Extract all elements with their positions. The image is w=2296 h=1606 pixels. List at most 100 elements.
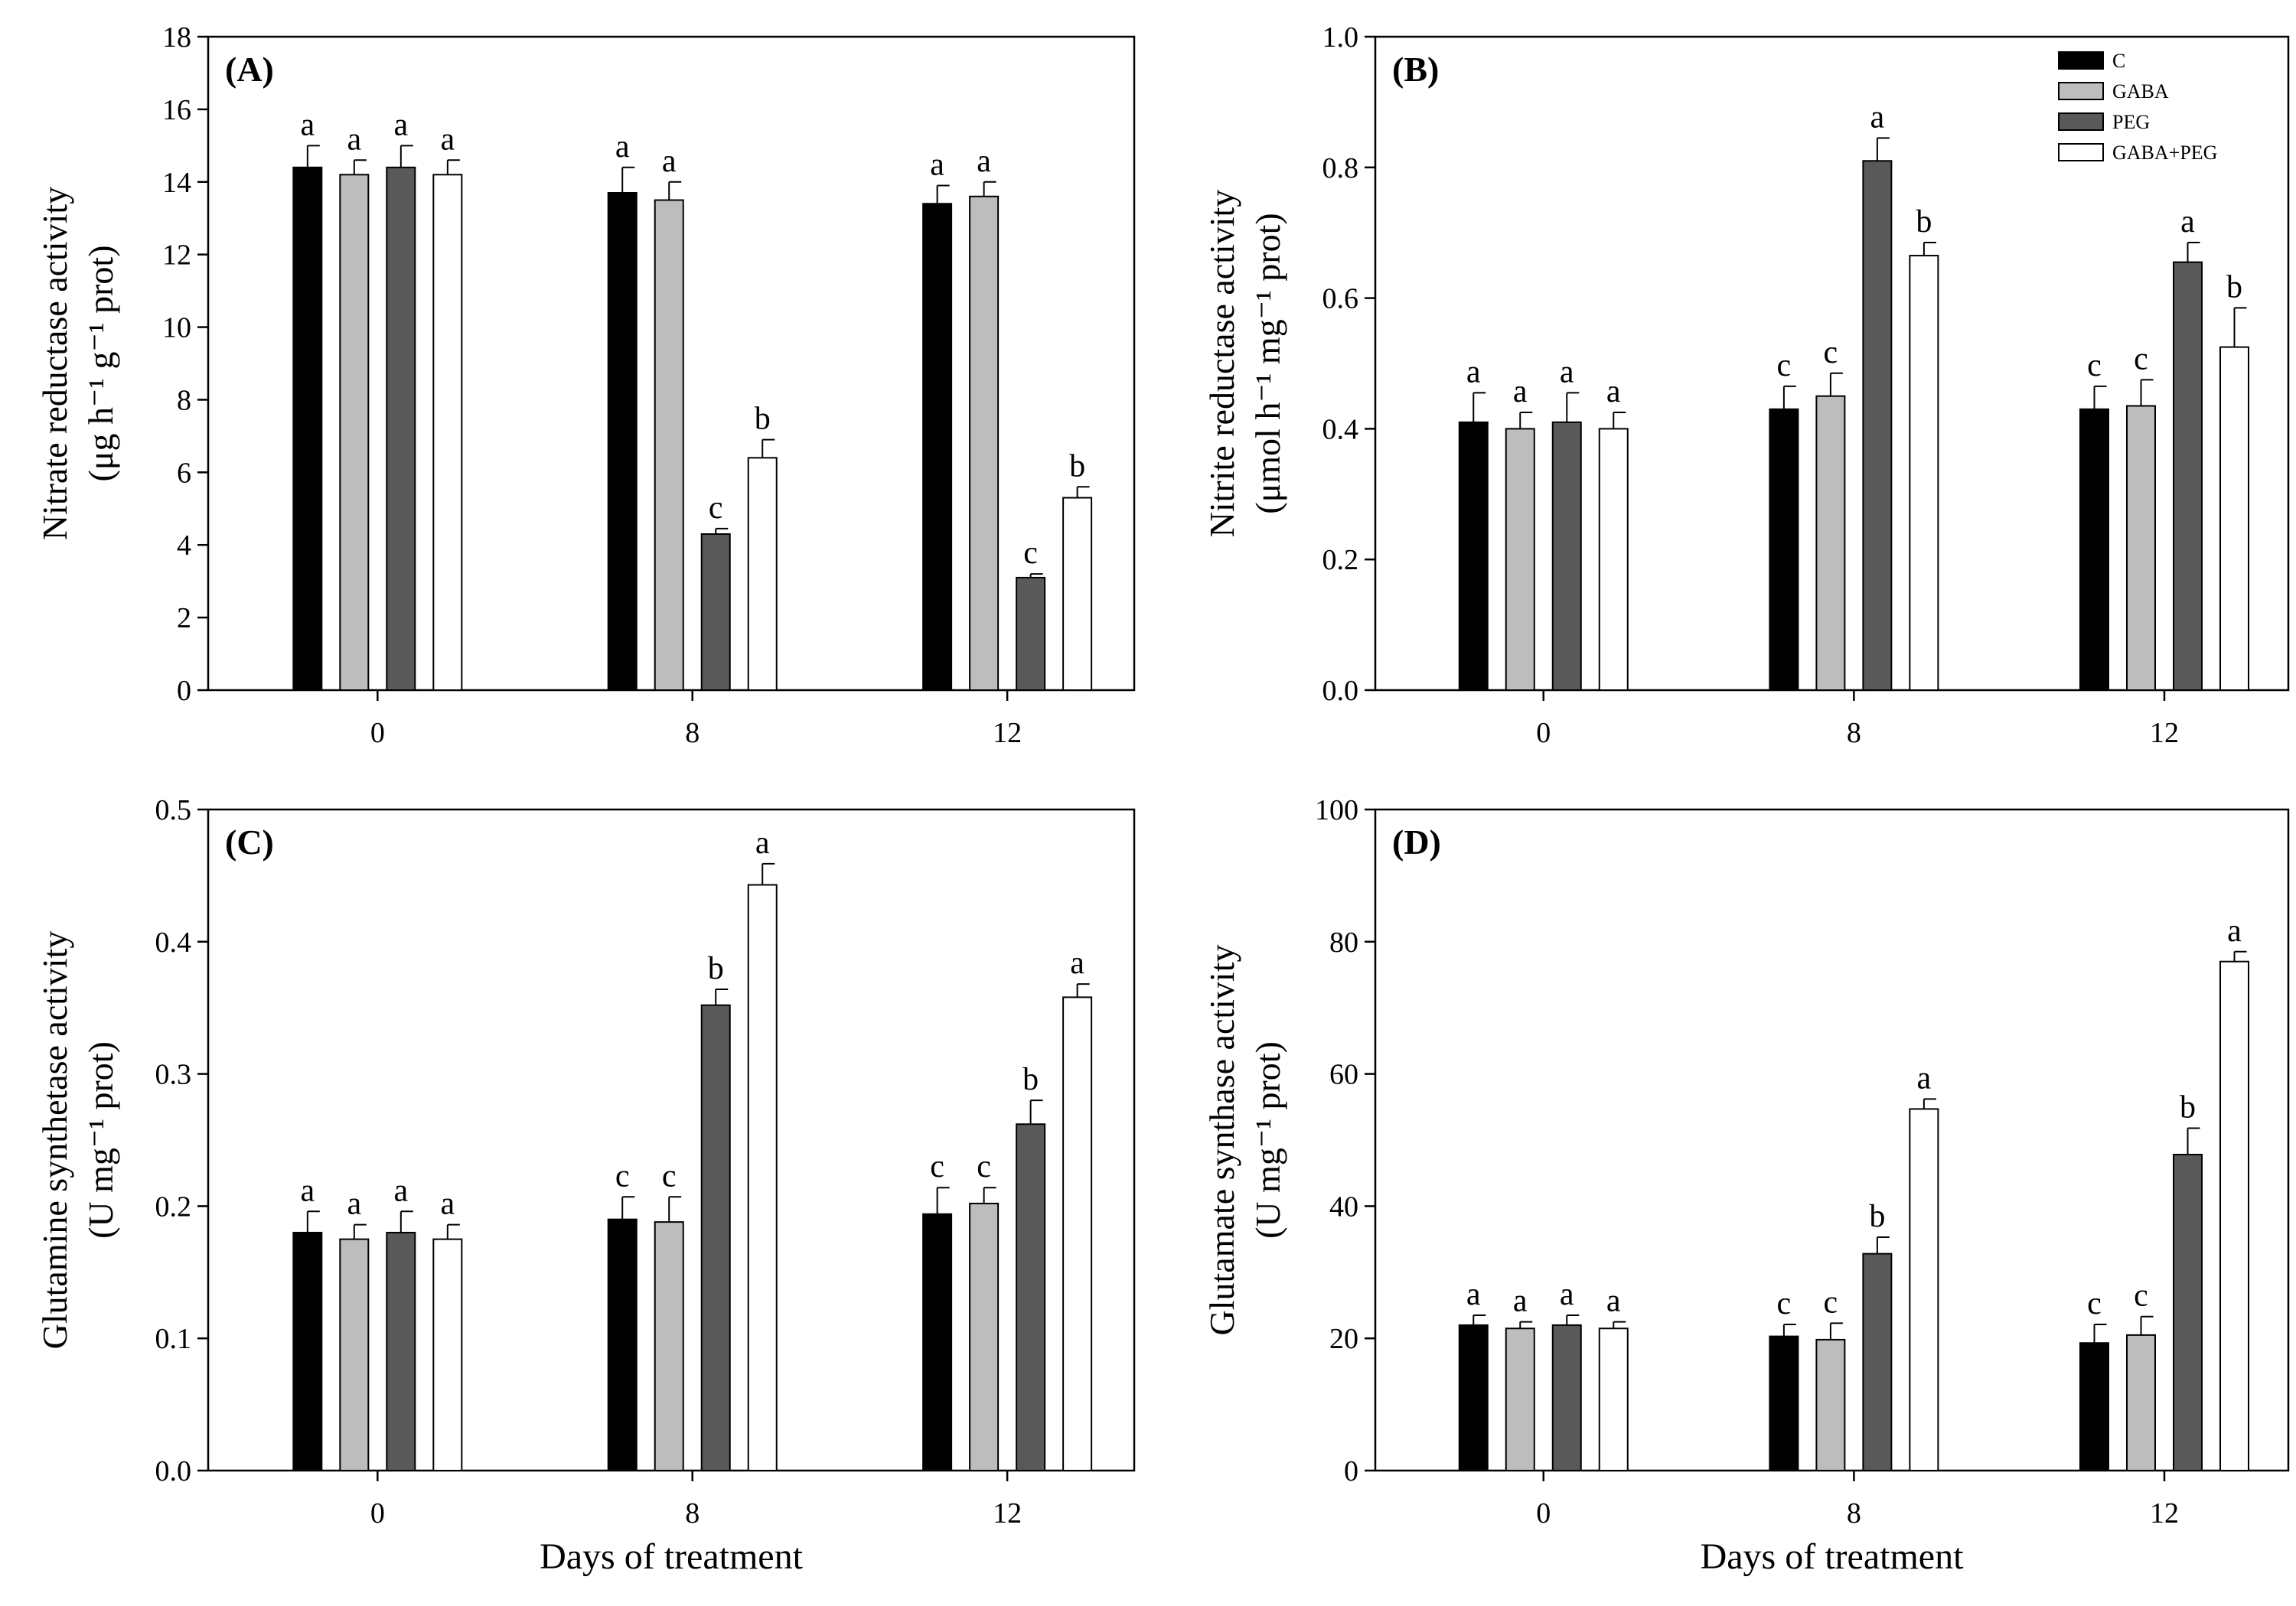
x-axis-label: Days of treatment: [540, 1536, 804, 1577]
bar-c: [607, 1218, 638, 1472]
significance-letter: a: [347, 1187, 361, 1222]
y-tick-label: 0.6: [1322, 283, 1359, 315]
significance-letter: a: [1560, 354, 1574, 389]
bar-c: [292, 1231, 323, 1471]
significance-letter: a: [393, 107, 408, 142]
legend: C GABA PEG GABA+PEG: [2058, 50, 2217, 164]
y-tick-label: 0.0: [155, 1455, 192, 1487]
x-tick-label: 0: [1536, 1497, 1551, 1529]
significance-letter: a: [1070, 946, 1084, 981]
legend-label: GABA: [2112, 80, 2169, 103]
bar-gaba: [654, 199, 684, 691]
significance-letter: a: [300, 1173, 315, 1208]
bar-gaba-peg: [747, 884, 778, 1471]
panel-a: 0 2 4 6 8 10 12 14 16 18 Nitrate reductase activit…: [35, 21, 1136, 749]
bar-gaba: [969, 1202, 1000, 1471]
bar-gaba-peg: [2219, 346, 2249, 691]
bar-c: [1458, 421, 1489, 691]
bar-peg: [1016, 1123, 1046, 1472]
x-tick-label: 8: [1847, 717, 1861, 749]
bar-gaba: [654, 1221, 684, 1471]
significance-letter: c: [615, 1158, 630, 1194]
significance-letter: c: [2087, 348, 2102, 383]
significance-letter: a: [440, 122, 455, 157]
significance-letter: a: [2180, 204, 2195, 239]
bar-gaba: [969, 195, 1000, 691]
y-tick-label: 0.4: [155, 927, 192, 959]
significance-letter: a: [1466, 354, 1481, 389]
y-tick-label: 8: [177, 384, 191, 416]
significance-letter: b: [1916, 204, 1932, 239]
panel-tag: (A): [225, 50, 274, 89]
legend-swatch: [2058, 82, 2104, 100]
bar-c: [2079, 408, 2109, 692]
legend-label: GABA+PEG: [2112, 142, 2217, 164]
significance-letter: c: [2134, 1279, 2148, 1314]
significance-letter: b: [708, 951, 724, 986]
significance-letter: c: [2134, 341, 2148, 376]
x-tick-label: 12: [993, 717, 1022, 749]
bar-c: [2079, 1342, 2109, 1472]
significance-letter: a: [1606, 374, 1621, 409]
significance-letter: a: [2227, 914, 2242, 949]
bar-gaba-peg: [747, 457, 778, 691]
panel-b: 0.0 0.2 0.4 0.6 0.8 1.0 Nitrite reductase acti…: [1202, 21, 2290, 749]
bar-gaba: [1815, 395, 1846, 691]
bar-gaba: [2125, 405, 2156, 691]
y-tick-label: 1.0: [1322, 21, 1359, 54]
bar-gaba-peg: [1062, 996, 1093, 1471]
significance-letter: c: [709, 490, 723, 526]
legend-label: C: [2112, 50, 2125, 72]
y-axis-label: Nitrate reductase activity: [35, 187, 74, 540]
panel-tag: (B): [1392, 50, 1439, 89]
legend-label: PEG: [2112, 111, 2150, 133]
significance-letter: c: [930, 1149, 944, 1184]
significance-letter: a: [930, 148, 944, 183]
x-tick-label: 0: [370, 1497, 385, 1529]
bar-gaba-peg: [1598, 428, 1629, 692]
significance-letter: a: [1513, 374, 1528, 409]
x-tick-label: 0: [370, 717, 385, 749]
y-tick-label: 60: [1329, 1059, 1358, 1091]
bar-peg: [1862, 160, 1893, 691]
bar-peg: [1551, 421, 1582, 691]
y-tick-label: 4: [177, 529, 191, 562]
y-axis-unit-label: (U mg⁻¹ prot): [81, 1041, 120, 1239]
significance-letter: a: [662, 144, 677, 179]
bar-gaba: [1815, 1338, 1846, 1471]
significance-letter: b: [2226, 269, 2242, 305]
significance-letter: a: [1466, 1277, 1481, 1312]
panel-tag: (C): [225, 823, 274, 862]
bar-gaba-peg: [432, 1238, 463, 1471]
significance-letter: c: [1777, 348, 1792, 383]
significance-letter: a: [1560, 1277, 1574, 1312]
bar-peg: [700, 533, 731, 691]
y-tick-label: 80: [1329, 927, 1358, 959]
bar-c: [1458, 1324, 1489, 1472]
y-tick-label: 14: [162, 167, 191, 199]
x-tick-label: 0: [1536, 717, 1551, 749]
y-tick-label: 20: [1329, 1323, 1358, 1355]
y-tick-label: 0.5: [155, 794, 192, 826]
bar-gaba-peg: [1909, 1108, 1939, 1471]
panel-c: 0.0 0.1 0.2 0.3 0.4 0.5 Glutamine synthetase a…: [35, 794, 1136, 1577]
y-tick-label: 2: [177, 602, 191, 634]
y-tick-label: 40: [1329, 1191, 1358, 1223]
y-tick-label: 12: [162, 239, 191, 272]
bar-c: [292, 166, 323, 692]
bar-gaba: [1505, 1327, 1535, 1471]
significance-letter: c: [1777, 1286, 1792, 1321]
bar-peg: [1862, 1253, 1893, 1472]
legend-swatch: [2058, 143, 2104, 161]
y-tick-label: 0.3: [155, 1059, 192, 1091]
significance-letter: a: [440, 1187, 455, 1222]
significance-letter: a: [755, 826, 770, 861]
bar-c: [607, 192, 638, 691]
bar-peg: [2172, 1154, 2203, 1472]
significance-letter: c: [977, 1149, 991, 1184]
bar-gaba: [1505, 428, 1535, 692]
y-tick-label: 0.8: [1322, 152, 1359, 184]
bar-peg: [700, 1004, 731, 1471]
y-tick-label: 0.2: [155, 1191, 192, 1223]
